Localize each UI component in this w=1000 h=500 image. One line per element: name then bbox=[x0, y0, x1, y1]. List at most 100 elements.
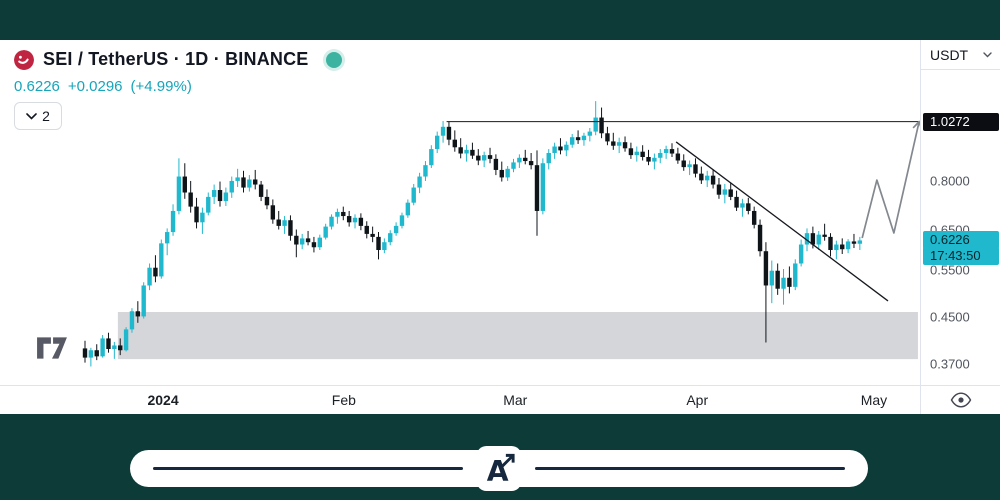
candle-body bbox=[699, 173, 704, 181]
candle-body bbox=[710, 175, 716, 185]
candlestick-chart[interactable] bbox=[0, 40, 920, 385]
candle-body bbox=[493, 158, 499, 170]
candle-body bbox=[393, 225, 399, 234]
banner-pill: A bbox=[130, 446, 868, 491]
currency-label: USDT bbox=[930, 46, 969, 63]
currency-selector[interactable]: USDT bbox=[921, 40, 1000, 70]
candle-body bbox=[757, 224, 763, 252]
candle-body bbox=[810, 233, 816, 245]
candle-body bbox=[845, 241, 851, 250]
candle-body bbox=[693, 164, 698, 174]
indicators-collapse-button[interactable]: 2 bbox=[14, 102, 62, 130]
candle-body bbox=[305, 238, 311, 243]
candle-body bbox=[176, 176, 182, 211]
candle-body bbox=[258, 184, 264, 197]
candle-body bbox=[734, 196, 739, 208]
candle-body bbox=[223, 192, 229, 202]
price-axis-label: 0.3700 bbox=[930, 356, 970, 372]
candle-body bbox=[141, 285, 146, 317]
candle-body bbox=[787, 277, 792, 287]
time-axis-label: Mar bbox=[503, 392, 528, 408]
candle-body bbox=[446, 126, 452, 140]
candle-body bbox=[499, 169, 504, 178]
candle-body bbox=[581, 135, 587, 141]
candle-body bbox=[370, 233, 375, 237]
candle-body bbox=[622, 142, 628, 149]
candle-body bbox=[851, 241, 857, 244]
candle-body bbox=[464, 149, 469, 154]
candle-body bbox=[546, 153, 551, 164]
candle-body bbox=[358, 217, 364, 226]
candle-body bbox=[628, 148, 634, 156]
candle-body bbox=[341, 211, 346, 217]
chevron-down-icon bbox=[983, 51, 992, 57]
candle-body bbox=[352, 217, 358, 223]
price-axis[interactable]: USDT 0.8000 0.6500 0.5500 0.4500 0.3700 1.027… bbox=[920, 40, 1000, 385]
candle-body bbox=[517, 157, 522, 163]
candle-body bbox=[505, 168, 510, 178]
candle-body bbox=[558, 146, 563, 151]
top-frame-bar bbox=[0, 0, 1000, 40]
candle-body bbox=[534, 165, 540, 211]
time-axis-label: 2024 bbox=[147, 392, 179, 408]
candle-body bbox=[470, 149, 475, 156]
time-axis[interactable]: 2024 Feb Mar Apr May bbox=[0, 385, 920, 414]
candle-body bbox=[646, 156, 651, 162]
candle-body bbox=[388, 233, 393, 243]
candle-body bbox=[288, 220, 293, 236]
candle-body bbox=[593, 117, 598, 132]
candle-body bbox=[346, 216, 352, 223]
candle-body bbox=[599, 117, 604, 134]
last-price-badge: 0.6226 bbox=[923, 231, 999, 250]
candle-body bbox=[264, 196, 270, 206]
time-axis-label: Feb bbox=[331, 392, 356, 408]
candle-body bbox=[159, 243, 164, 277]
candle-body bbox=[634, 151, 639, 156]
time-axis-label: May bbox=[860, 392, 888, 408]
candle-body bbox=[135, 311, 141, 317]
projection-arrowhead bbox=[912, 120, 920, 129]
bottom-banner: A bbox=[0, 413, 1000, 500]
support-zone bbox=[117, 312, 918, 360]
candle-body bbox=[211, 190, 217, 197]
candle-body bbox=[763, 251, 769, 286]
candle-body bbox=[270, 205, 276, 220]
candle-body bbox=[123, 329, 129, 351]
candle-body bbox=[663, 149, 669, 154]
candle-body bbox=[511, 162, 516, 169]
axis-corner[interactable] bbox=[920, 385, 1000, 414]
price-axis-label: 0.5500 bbox=[930, 262, 970, 278]
eye-icon[interactable] bbox=[950, 392, 972, 408]
candle-body bbox=[476, 155, 481, 161]
candle-body bbox=[487, 155, 493, 159]
candle-body bbox=[481, 155, 487, 161]
descending-trendline bbox=[675, 141, 889, 302]
candle-body bbox=[147, 267, 152, 286]
candle-body bbox=[840, 244, 845, 250]
candle-body bbox=[669, 149, 675, 154]
candle-body bbox=[722, 189, 728, 195]
price-axis-label: 0.8000 bbox=[930, 173, 970, 189]
candle-body bbox=[241, 177, 246, 188]
candle-body bbox=[611, 141, 616, 146]
candle-body bbox=[570, 137, 575, 145]
candle-body bbox=[540, 163, 546, 211]
candle-body bbox=[88, 350, 94, 358]
candle-body bbox=[382, 242, 387, 251]
tradingview-watermark-icon bbox=[37, 337, 67, 359]
candle-body bbox=[129, 311, 135, 330]
candle-body bbox=[206, 196, 211, 213]
chart-pane[interactable]: SEI / TetherUS · 1D · BINANCE 0.6226 +0.… bbox=[0, 40, 920, 385]
banner-line-left bbox=[153, 467, 463, 470]
candle-body bbox=[194, 206, 199, 223]
candle-body bbox=[164, 232, 170, 244]
candle-body bbox=[182, 176, 187, 193]
candle-body bbox=[440, 126, 446, 136]
candle-body bbox=[616, 142, 622, 146]
candle-body bbox=[458, 147, 463, 154]
candle-body bbox=[816, 234, 821, 245]
candle-body bbox=[229, 180, 234, 193]
candle-body bbox=[652, 157, 657, 162]
candle-body bbox=[364, 225, 369, 234]
